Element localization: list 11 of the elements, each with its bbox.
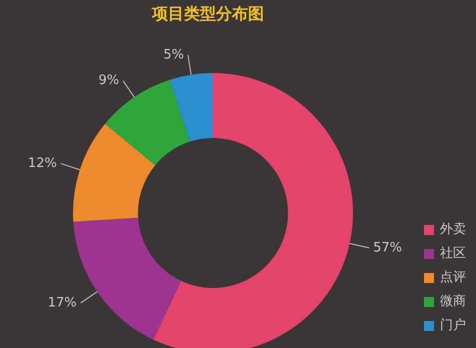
data-label: 5% [163,47,184,62]
legend-label: 社区 [440,245,466,263]
legend-label: 微商 [440,293,466,311]
legend-label: 外卖 [440,221,466,239]
data-label: 57% [373,240,402,256]
legend-label: 门户 [440,317,466,335]
data-label: 12% [28,156,57,172]
chart-title: 项目类型分布图 [150,4,265,25]
data-label: 17% [48,295,77,310]
legend-label: 点评 [440,269,466,287]
data-label: 9% [98,73,120,88]
